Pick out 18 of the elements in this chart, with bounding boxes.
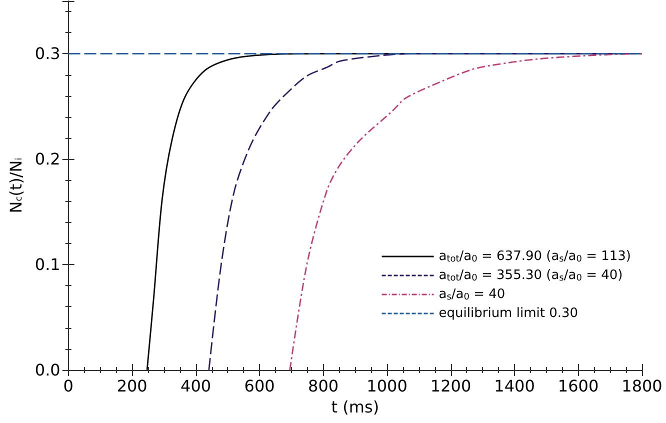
y-tick-label: 0.1 bbox=[34, 255, 60, 274]
x-tick-label: 1400 bbox=[494, 376, 535, 396]
legend-label: equilibrium limit 0.30 bbox=[438, 306, 578, 321]
x-tick-label: 1000 bbox=[366, 376, 408, 396]
y-tick-label: 0.0 bbox=[34, 360, 60, 380]
x-tick-label: 1200 bbox=[430, 376, 472, 396]
y-tick-label: 0.2 bbox=[34, 150, 60, 169]
x-axis-title: t (ms) bbox=[331, 397, 380, 416]
y-axis-title: Nc(t)/Ni bbox=[6, 158, 26, 214]
x-tick-label: 800 bbox=[308, 376, 339, 396]
line-series bbox=[289, 53, 643, 371]
x-tick-label: 1600 bbox=[558, 376, 599, 396]
x-tick-label: 1800 bbox=[622, 376, 662, 396]
x-tick-label: 600 bbox=[244, 376, 275, 396]
x-tick-label: 0 bbox=[63, 376, 74, 396]
x-tick-label: 200 bbox=[116, 376, 148, 396]
y-tick-label: 0.3 bbox=[34, 44, 60, 64]
x-tick-label: 400 bbox=[180, 376, 212, 396]
